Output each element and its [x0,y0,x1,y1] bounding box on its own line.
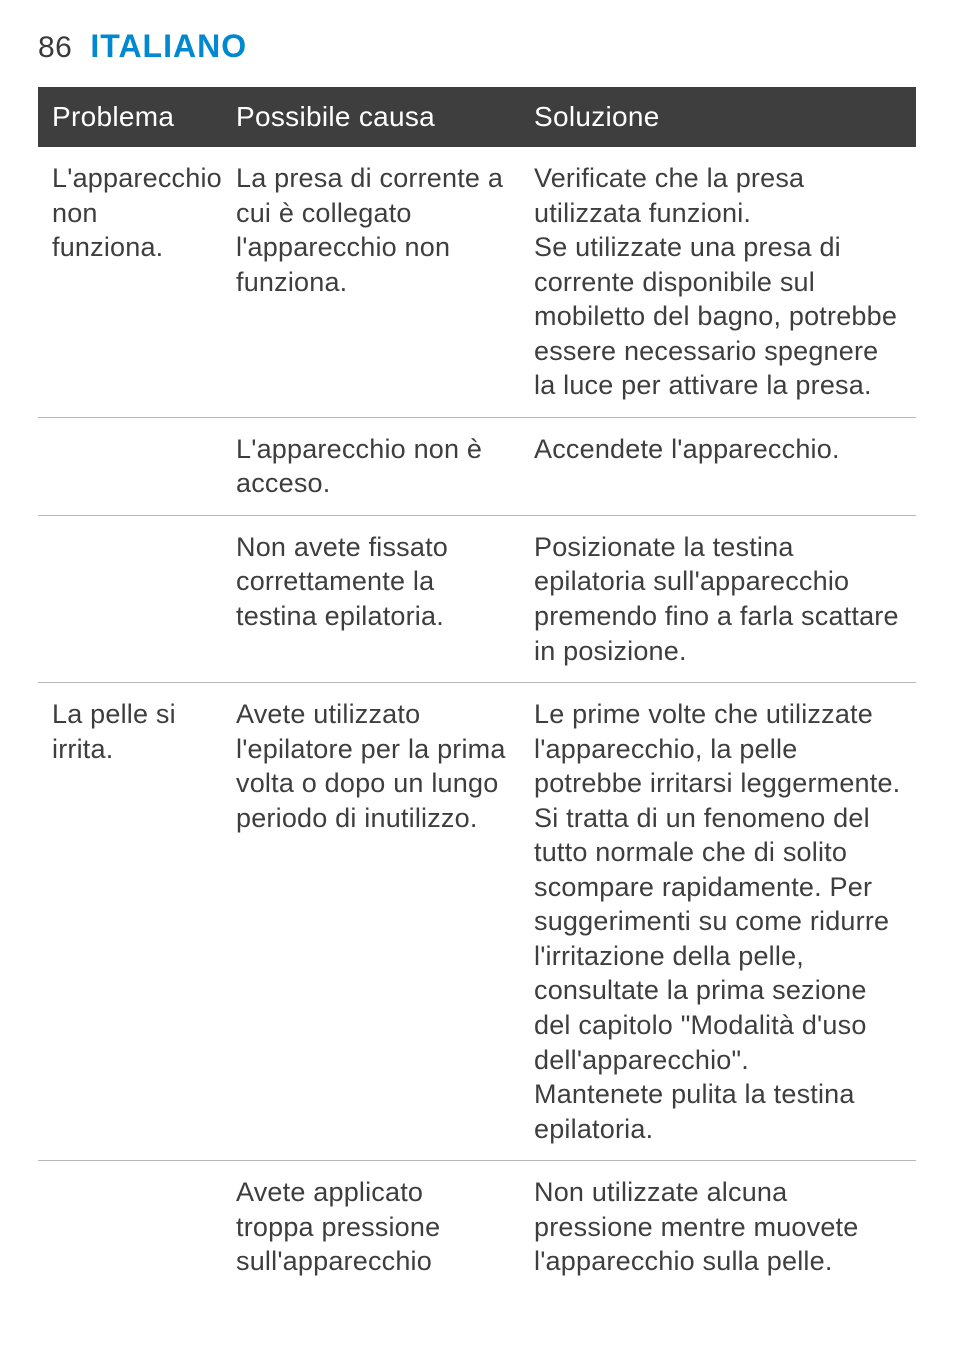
col-header-solution: Soluzione [520,87,916,147]
cell-cause: La presa di corrente a cui è collegato l… [222,147,520,417]
cell-problem [38,515,222,682]
cell-solution: Posizionate la testina epilatoria sull'a… [520,515,916,682]
page-number: 86 [38,31,72,65]
cell-cause: Avete utilizzato l'epilatore per la prim… [222,683,520,1161]
page: 86 ITALIANO Problema Possibile causa Sol… [0,0,954,1345]
cell-solution: Non utilizzate alcuna pressione mentre m… [520,1161,916,1293]
col-header-problem: Problema [38,87,222,147]
troubleshooting-table: Problema Possibile causa Soluzione L'app… [38,87,916,1293]
cell-problem [38,1161,222,1293]
cell-problem: La pelle si irrita. [38,683,222,1161]
table-row: Avete applicato troppa pressione sull'ap… [38,1161,916,1293]
section-title: ITALIANO [90,28,247,65]
table-row: L'apparecchio non funziona. La presa di … [38,147,916,417]
table-header: Problema Possibile causa Soluzione [38,87,916,147]
cell-problem: L'apparecchio non funziona. [38,147,222,417]
table-row: La pelle si irrita. Avete utilizzato l'e… [38,683,916,1161]
col-header-cause: Possibile causa [222,87,520,147]
table-row: L'apparecchio non è acceso. Accendete l'… [38,417,916,515]
cell-cause: Non avete fissato correttamente la testi… [222,515,520,682]
cell-solution: Le prime volte che utilizzate l'apparecc… [520,683,916,1161]
table-row: Non avete fissato correttamente la testi… [38,515,916,682]
cell-problem [38,417,222,515]
table-body: L'apparecchio non funziona. La presa di … [38,147,916,1293]
cell-cause: Avete applicato troppa pressione sull'ap… [222,1161,520,1293]
page-header: 86 ITALIANO [38,28,916,65]
cell-solution: Verificate che la presa utilizzata funzi… [520,147,916,417]
cell-cause: L'apparecchio non è acceso. [222,417,520,515]
cell-solution: Accendete l'apparecchio. [520,417,916,515]
